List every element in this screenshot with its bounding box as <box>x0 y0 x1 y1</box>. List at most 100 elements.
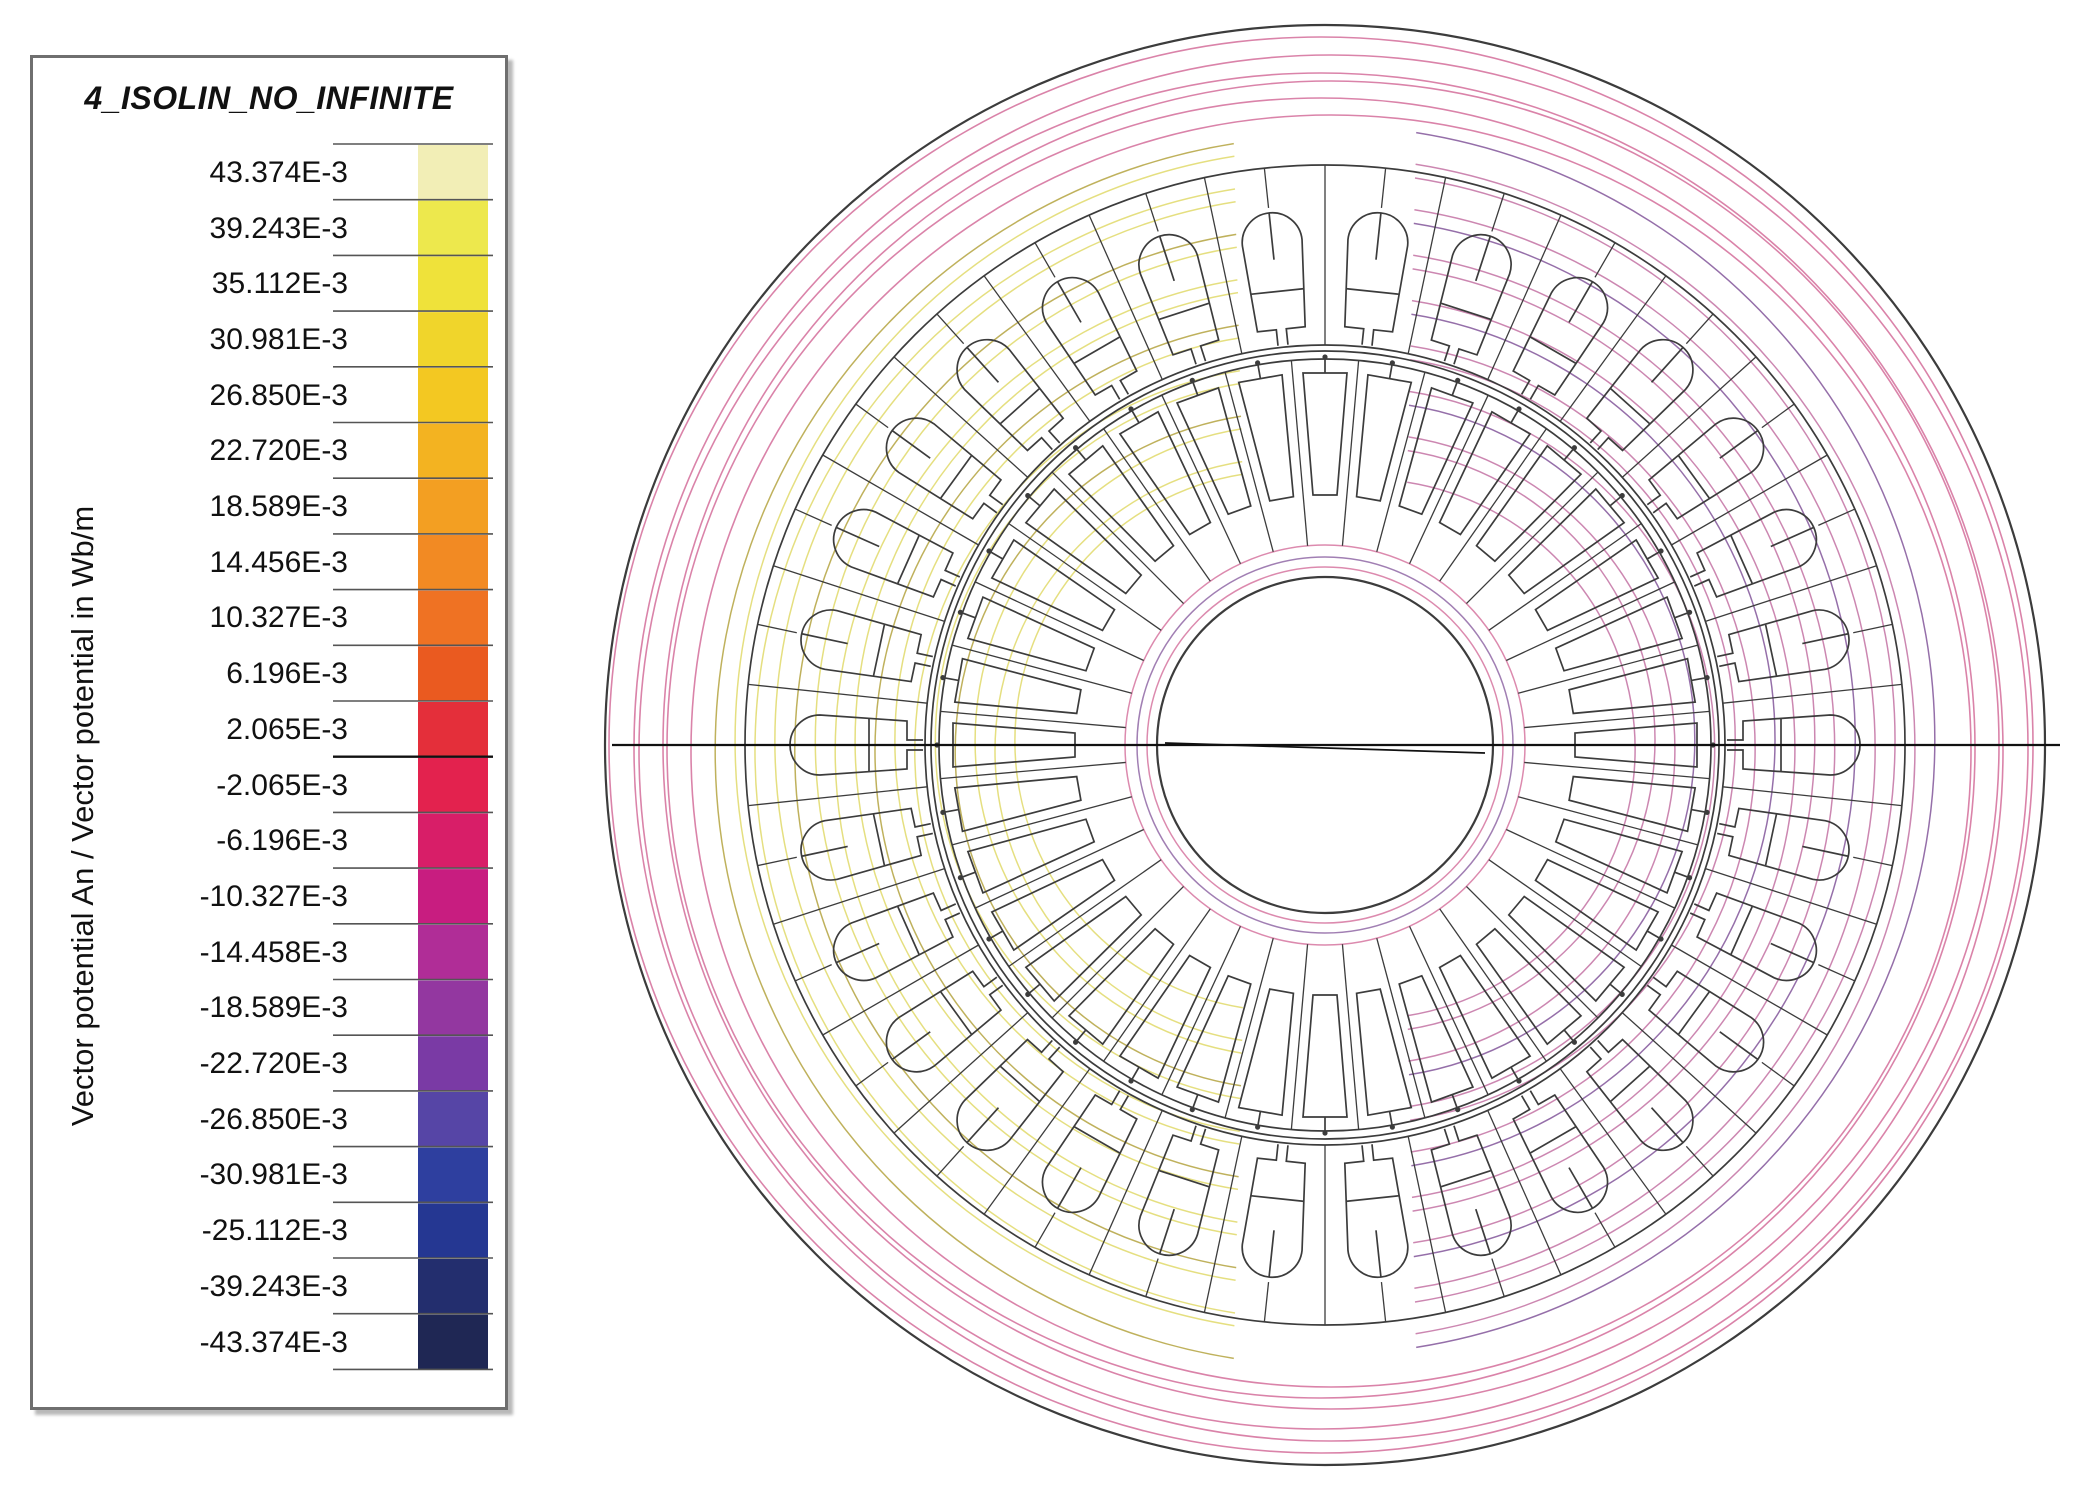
rotor-bar <box>986 538 1116 632</box>
stator-slot <box>1512 276 1609 400</box>
stator-mesh-line <box>855 1061 889 1087</box>
rotor-mesh-line <box>974 581 1145 662</box>
stator-mesh-line <box>794 508 832 526</box>
legend-swatch <box>418 757 488 813</box>
stator-slot <box>1138 1125 1220 1257</box>
rotor-mesh-line <box>1518 796 1699 846</box>
negative-flux-line <box>1413 254 1836 1244</box>
stator-mesh-line <box>1487 1110 1562 1276</box>
rotor-mesh-line <box>1008 523 1162 631</box>
legend-swatch <box>418 980 488 1036</box>
stator-mesh-line <box>1407 1136 1447 1313</box>
stator-mesh-line <box>893 1012 1029 1134</box>
rotor-mesh-line <box>1524 761 1710 780</box>
legend-swatch <box>418 1091 488 1147</box>
legend-value-label: 6.196E-3 <box>226 657 348 691</box>
outer-flux-line <box>638 72 2004 1430</box>
rotor-mesh-line <box>1439 428 1547 582</box>
positive-flux-line <box>854 291 1239 1191</box>
outer-flux-line <box>666 97 1976 1399</box>
rotor-mesh-line <box>940 761 1126 780</box>
legend-value-label: -18.589E-3 <box>199 991 348 1025</box>
stator-mesh-line <box>1685 1145 1714 1177</box>
rotor-bar <box>1507 895 1626 1003</box>
stator-mesh-line <box>1380 1281 1387 1322</box>
stator-mesh-line <box>1088 1110 1163 1276</box>
positive-flux-line <box>754 188 1236 1314</box>
stator-mesh-line <box>1818 964 1856 982</box>
rotor-bar <box>1302 994 1348 1136</box>
legend-value-label: -6.196E-3 <box>216 824 348 858</box>
stator-mesh-line <box>1088 214 1163 380</box>
positive-flux-line <box>714 142 1234 1360</box>
legend-swatch <box>418 1036 488 1091</box>
negative-flux-line <box>1408 436 1676 1062</box>
stator-slot <box>1430 233 1512 365</box>
legend-swatch <box>418 1259 488 1314</box>
legend-swatch <box>418 869 488 924</box>
stator-mesh-line <box>1491 1258 1505 1297</box>
positive-flux-line <box>794 233 1237 1269</box>
stator-slot <box>885 970 1004 1073</box>
stator-mesh-line <box>1853 623 1893 634</box>
rotor-mesh-line <box>1505 828 1676 909</box>
stator-mesh-line <box>757 856 797 867</box>
stator-mesh-line <box>893 356 1029 478</box>
stator-mesh-line <box>1203 1136 1243 1313</box>
stator-mesh-line <box>1594 242 1616 278</box>
positive-flux-line <box>954 415 1242 1087</box>
rotor-bar <box>1118 954 1212 1084</box>
legend-value-label: 10.327E-3 <box>209 601 348 635</box>
legend-panel: 43.374E-3 39.243E-3 35.112E-3 30.981E-3 26.8… <box>30 55 508 1410</box>
rotor-bar <box>1438 406 1532 536</box>
stator-mesh-line <box>822 944 979 1036</box>
stator-slot <box>885 417 1004 520</box>
legend-swatch <box>418 256 488 312</box>
legend-color-scale <box>33 58 511 1413</box>
stator-mesh-line <box>1853 856 1893 867</box>
legend-swatch <box>418 924 488 980</box>
legend-value-label: 26.850E-3 <box>209 378 348 412</box>
negative-flux-line <box>1413 222 1856 1258</box>
stator-mesh-line <box>773 565 945 623</box>
stator-mesh-line <box>1145 193 1159 232</box>
negative-flux-line <box>1412 268 1816 1212</box>
stator-mesh-line <box>1491 193 1505 232</box>
rotor-bar <box>1118 406 1212 536</box>
stator-slot <box>832 508 961 598</box>
rotor-mesh-line <box>1224 371 1274 552</box>
stator-mesh-line <box>822 454 979 546</box>
rotor-bar <box>1568 775 1710 833</box>
legend-swatch <box>418 1147 488 1203</box>
negative-flux-line <box>1409 390 1716 1108</box>
rotor-bar <box>957 595 1096 672</box>
rotor-mesh-line <box>1488 523 1642 631</box>
stator-mesh-line <box>1263 168 1270 209</box>
rotor-bar <box>940 657 1082 715</box>
stator-mesh-line <box>794 964 832 982</box>
stator-slot <box>1585 1038 1694 1152</box>
legend-value-label: -30.981E-3 <box>199 1158 348 1192</box>
stator-slot <box>800 609 934 683</box>
stator-slot <box>832 892 961 982</box>
rotor-mesh-line <box>1103 908 1211 1062</box>
stator-slot <box>1716 609 1850 683</box>
legend-title: 4_ISOLIN_NO_INFINITE <box>84 80 454 116</box>
legend-value-label: -43.374E-3 <box>199 1325 348 1359</box>
stator-mesh-line <box>1621 356 1757 478</box>
stator-mesh-line <box>1818 508 1856 526</box>
rotor-bar <box>957 818 1096 895</box>
positive-flux-line <box>994 460 1243 1042</box>
stator-mesh-line <box>855 403 889 429</box>
stator-mesh-line <box>1761 403 1795 429</box>
legend-swatch <box>418 312 488 367</box>
positive-flux-line <box>974 428 1242 1054</box>
rotor-bar <box>1475 444 1583 563</box>
negative-flux-line <box>1416 131 1936 1349</box>
stator-slot <box>1689 892 1818 982</box>
stator-mesh-line <box>1722 786 1902 807</box>
rotor-mesh-line <box>1224 938 1274 1119</box>
stator-slot <box>1241 1144 1307 1279</box>
negative-flux-line <box>1407 481 1636 1017</box>
legend-value-label: 43.374E-3 <box>209 155 348 189</box>
